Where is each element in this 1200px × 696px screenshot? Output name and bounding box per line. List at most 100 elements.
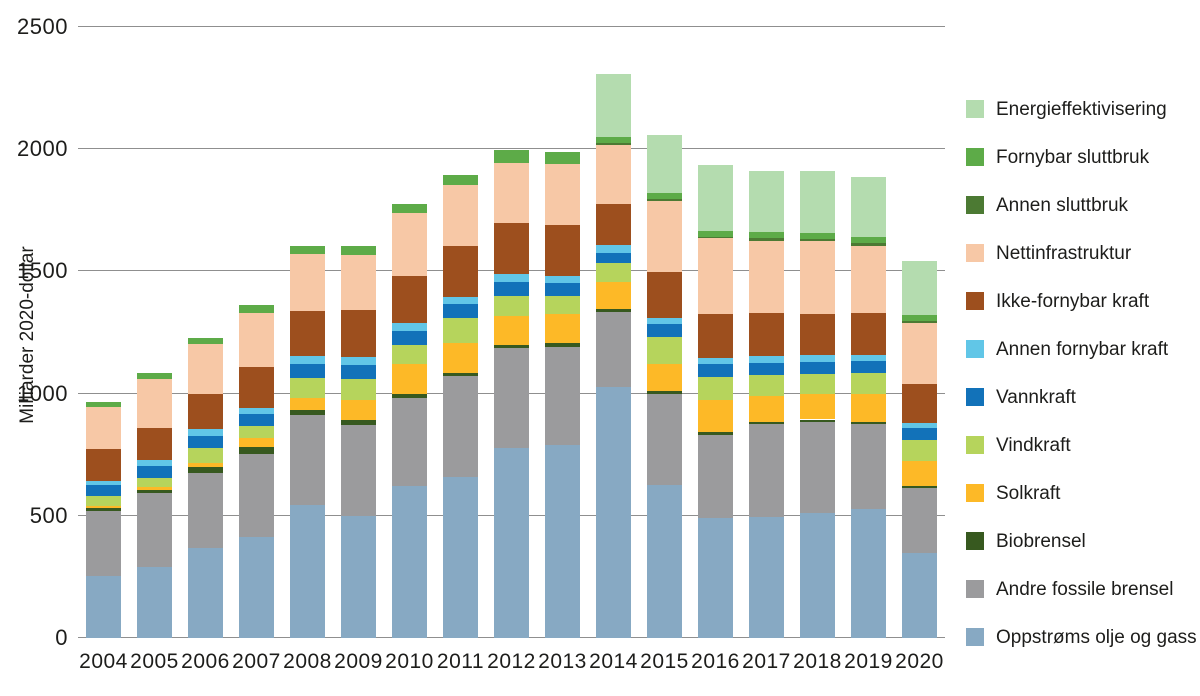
bar-segment (749, 517, 784, 638)
bar-segment (86, 508, 121, 511)
bar-segment (137, 493, 172, 568)
x-tick-label-2016: 2016 (691, 650, 740, 673)
bar-segment (188, 462, 223, 467)
bar-segment (749, 231, 784, 239)
bar-segment (800, 239, 835, 242)
bar-segment (596, 204, 631, 246)
y-tick-label-1500: 1500 (17, 258, 68, 284)
gridline-2500 (78, 26, 945, 27)
x-tick-label-2004: 2004 (79, 650, 128, 673)
x-tick-label-2020: 2020 (895, 650, 944, 673)
bar-2013 (545, 0, 580, 638)
bar-segment (647, 324, 682, 338)
bar-segment (239, 304, 274, 313)
legend-label: Energieffektivisering (996, 99, 1167, 120)
bar-segment (341, 364, 376, 379)
bar-segment (851, 177, 886, 237)
legend-swatch-icon (966, 292, 984, 310)
bar-segment (851, 243, 886, 246)
bar-segment (494, 345, 529, 349)
bar-segment (902, 422, 937, 429)
bar-2020 (902, 0, 937, 638)
bar-segment (800, 241, 835, 314)
bar-segment (902, 552, 937, 638)
legend-label: Solkraft (996, 483, 1061, 504)
legend-swatch-icon (966, 196, 984, 214)
bar-segment (647, 363, 682, 391)
bar-segment (290, 356, 325, 364)
bar-segment (290, 311, 325, 357)
bar-segment (749, 240, 784, 314)
bar-segment (392, 486, 427, 638)
legend-label: Andre fossile brensel (996, 579, 1174, 600)
gridline-2000 (78, 148, 945, 150)
bar-segment (800, 232, 835, 240)
bar-segment (290, 377, 325, 398)
x-tick-label-2008: 2008 (283, 650, 332, 673)
bar-segment (647, 337, 682, 364)
bar-segment (137, 567, 172, 638)
legend-swatch-icon (966, 436, 984, 454)
bar-segment (443, 245, 478, 298)
bar-2019 (851, 0, 886, 638)
x-tick-label-2006: 2006 (181, 650, 230, 673)
bar-2006 (188, 0, 223, 638)
bar-segment (494, 150, 529, 163)
x-tick-label-2011: 2011 (436, 650, 485, 673)
bar-segment (392, 363, 427, 394)
bar-segment (851, 361, 886, 374)
bar-segment (596, 308, 631, 312)
bar-segment (545, 314, 580, 344)
legend-label: Annen fornybar kraft (996, 339, 1169, 360)
bar-segment (443, 184, 478, 246)
bar-segment (290, 415, 325, 505)
bar-segment (443, 477, 478, 638)
bar-segment (545, 225, 580, 277)
bar-segment (137, 379, 172, 428)
bar-segment (596, 262, 631, 282)
bar-segment (596, 387, 631, 638)
bar-segment (188, 393, 223, 430)
bar-segment (545, 151, 580, 164)
bar-segment (86, 575, 121, 638)
bar-segment (800, 313, 835, 356)
bar-segment (494, 316, 529, 346)
bar-segment (392, 323, 427, 331)
bar-segment (698, 238, 733, 314)
bar-segment (392, 275, 427, 324)
x-tick-label-2009: 2009 (334, 650, 383, 673)
x-tick-label-2014: 2014 (589, 650, 638, 673)
bar-segment (800, 170, 835, 233)
bar-segment (851, 355, 886, 362)
bar-segment (749, 238, 784, 241)
legend-swatch-icon (966, 148, 984, 166)
bar-segment (341, 378, 376, 401)
bar-segment (851, 424, 886, 510)
bar-segment (647, 135, 682, 193)
bar-segment (86, 402, 121, 408)
bar-segment (851, 421, 886, 425)
bar-segment (647, 272, 682, 318)
bar-segment (596, 245, 631, 253)
bar-segment (698, 431, 733, 436)
x-tick-label-2019: 2019 (844, 650, 893, 673)
bar-segment (290, 246, 325, 254)
bar-segment (800, 355, 835, 363)
bar-segment (902, 460, 937, 486)
bar-segment (137, 490, 172, 494)
bar-segment (902, 315, 937, 321)
bar-segment (188, 448, 223, 463)
bar-2015 (647, 0, 682, 638)
bar-segment (647, 200, 682, 273)
bar-segment (545, 276, 580, 284)
bar-segment (851, 245, 886, 314)
bar-segment (86, 485, 121, 497)
bar-segment (188, 429, 223, 437)
bar-segment (851, 509, 886, 638)
bar-2009 (341, 0, 376, 638)
legend-label: Vannkraft (996, 387, 1076, 408)
bar-segment (902, 321, 937, 324)
bar-2012 (494, 0, 529, 638)
x-tick-label-2010: 2010 (385, 650, 434, 673)
